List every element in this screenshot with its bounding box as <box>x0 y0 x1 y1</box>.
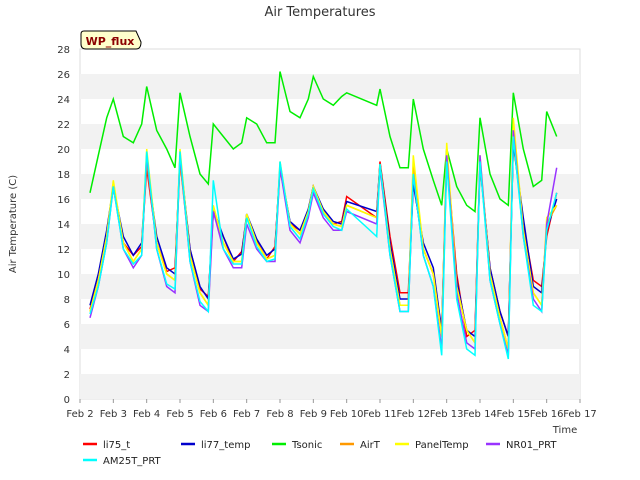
grid-band <box>80 374 580 399</box>
legend-label-paneltemp: PanelTemp <box>415 440 469 451</box>
x-tick-label: Feb 15 <box>497 409 531 420</box>
x-tick-label: Feb 3 <box>100 409 127 420</box>
series-line-tsonic <box>89 71 558 213</box>
y-tick-label: 4 <box>64 345 70 356</box>
chart-title: Air Temperatures <box>264 5 375 20</box>
x-tick-label: Feb 14 <box>463 409 497 420</box>
grid-band <box>80 174 580 199</box>
y-tick-label: 8 <box>64 295 70 306</box>
grid-band <box>80 124 580 149</box>
y-tick-label: 24 <box>57 95 70 106</box>
x-tick-label: Feb 10 <box>330 409 364 420</box>
x-tick-label: Feb 13 <box>430 409 464 420</box>
x-axis-label: Time <box>552 425 577 436</box>
x-tick-label: Feb 11 <box>363 409 397 420</box>
y-tick-label: 14 <box>57 220 70 231</box>
y-tick-label: 12 <box>57 245 70 256</box>
y-tick-label: 16 <box>57 195 70 206</box>
legend-label-tsonic: Tsonic <box>291 440 322 451</box>
y-tick-label: 28 <box>57 45 70 56</box>
grid-band <box>80 274 580 299</box>
y-tick-label: 2 <box>64 370 70 381</box>
legend-label-am25t-prt: AM25T_PRT <box>103 456 162 467</box>
site-badge: WP_flux <box>80 30 142 50</box>
y-tick-label: 18 <box>57 170 70 181</box>
series-line-am25t-prt <box>89 136 558 360</box>
x-tick-label: Feb 6 <box>200 409 227 420</box>
x-tick-label: Feb 4 <box>133 409 160 420</box>
y-tick-label: 22 <box>57 120 70 131</box>
y-tick-label: 10 <box>57 270 70 281</box>
y-tick-label: 6 <box>64 320 70 331</box>
x-tick-label: Feb 12 <box>397 409 431 420</box>
legend-label-li77-temp: li77_temp <box>201 440 250 451</box>
x-tick-label: Feb 2 <box>66 409 93 420</box>
x-tick-label: Feb 8 <box>266 409 293 420</box>
grid-bands <box>79 48 581 400</box>
series-layer <box>89 71 558 360</box>
legend: li75_t li77_temp Tsonic AirT PanelTemp NR01_P… <box>83 440 557 467</box>
x-tick-label: Feb 5 <box>166 409 193 420</box>
x-axis: Feb 2 Feb 3 Feb 4 Feb 5 Feb 6 Feb 7 Feb 8 Feb 9… <box>66 399 597 420</box>
site-badge-box <box>80 30 142 50</box>
x-tick-label: Feb 7 <box>233 409 260 420</box>
y-tick-label: 26 <box>57 70 70 81</box>
legend-label-airt: AirT <box>360 440 381 451</box>
legend-label-nr01-prt: NR01_PRT <box>506 440 557 451</box>
grid-band <box>80 224 580 249</box>
x-tick-label: Feb 16 <box>530 409 564 420</box>
y-tick-label: 0 <box>64 395 70 406</box>
x-tick-label: Feb 17 <box>563 409 597 420</box>
y-tick-label: 20 <box>57 145 70 156</box>
legend-label-li75-t: li75_t <box>103 440 130 451</box>
y-axis-label: Air Temperature (C) <box>8 175 19 273</box>
grid-band <box>80 74 580 99</box>
grid-band <box>80 324 580 349</box>
site-badge-label: WP_flux <box>86 35 135 48</box>
x-tick-label: Feb 9 <box>300 409 327 420</box>
